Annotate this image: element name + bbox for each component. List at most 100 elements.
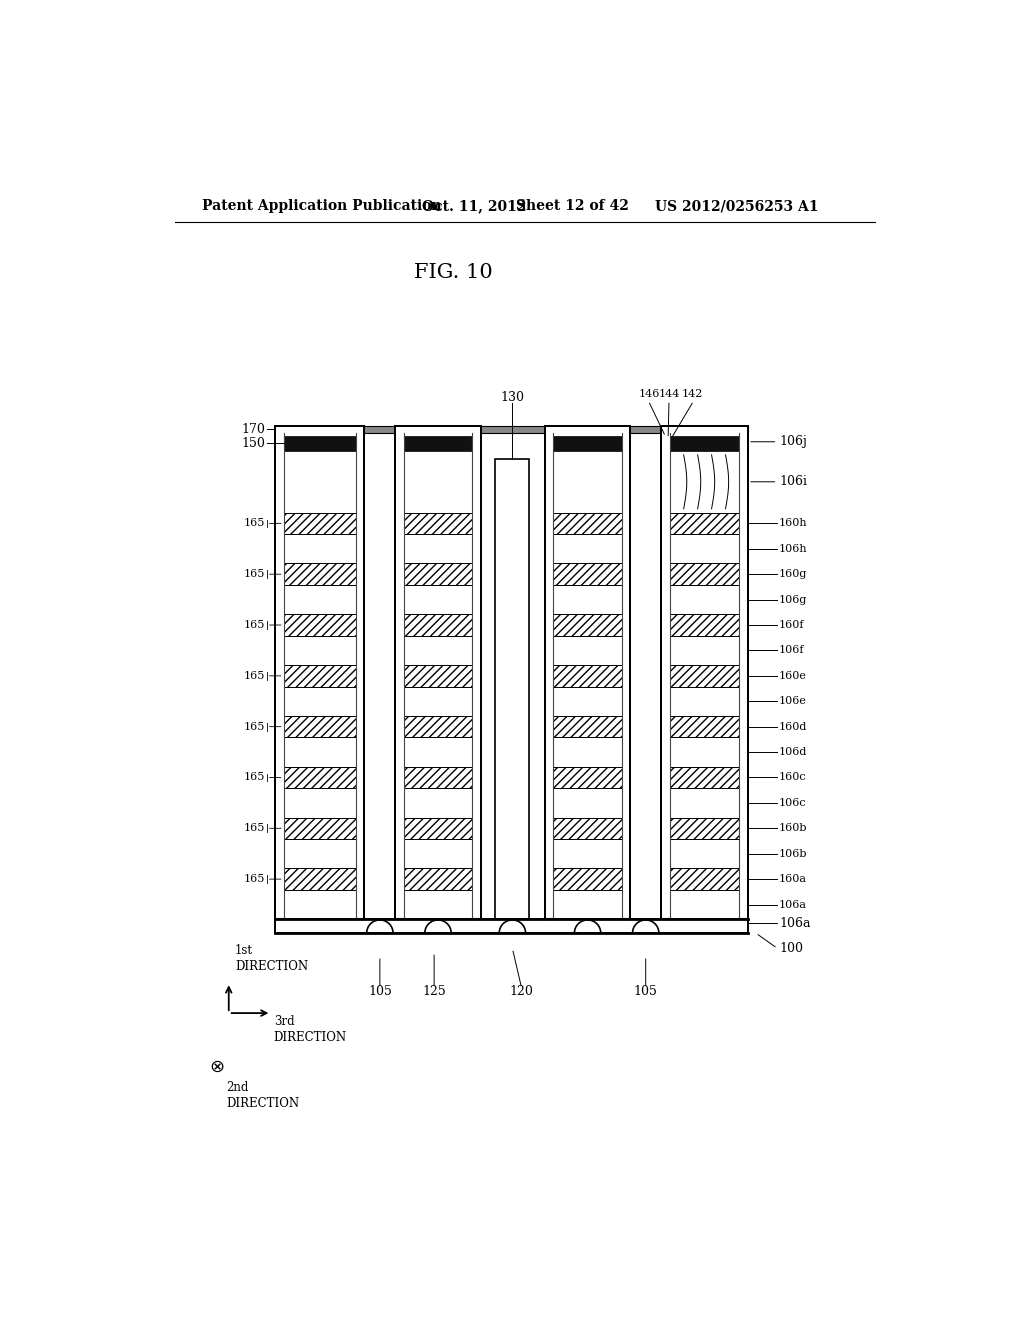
Bar (284, 767, 356, 788)
Text: 2nd
DIRECTION: 2nd DIRECTION (226, 1081, 300, 1110)
Bar (554, 840, 622, 869)
Bar (670, 512, 739, 535)
Text: 160c: 160c (779, 772, 807, 783)
Bar (670, 817, 739, 840)
Text: 160e: 160e (779, 671, 807, 681)
Text: FIG. 10: FIG. 10 (414, 263, 493, 282)
Text: 165: 165 (244, 722, 265, 731)
Text: 105: 105 (634, 985, 657, 998)
Bar (670, 840, 739, 869)
Text: $\otimes$: $\otimes$ (209, 1059, 225, 1076)
Bar (403, 840, 472, 869)
Bar (403, 715, 472, 738)
Bar (554, 686, 622, 715)
Bar (670, 686, 739, 715)
Bar (403, 451, 472, 512)
Text: 120: 120 (510, 985, 534, 998)
Bar (275, 426, 365, 919)
Bar (554, 535, 622, 564)
Text: 106d: 106d (779, 747, 807, 758)
Text: 165: 165 (244, 671, 265, 681)
Bar (403, 535, 472, 564)
Bar (403, 817, 472, 840)
Bar (670, 451, 739, 512)
Text: 146: 146 (639, 389, 660, 399)
Bar (554, 512, 622, 535)
Bar (403, 890, 472, 919)
Text: US 2012/0256253 A1: US 2012/0256253 A1 (655, 199, 818, 213)
Bar (284, 614, 356, 636)
Text: 106a: 106a (779, 899, 807, 909)
Bar (670, 433, 739, 436)
Text: 130: 130 (501, 391, 524, 404)
Bar (403, 585, 472, 614)
Bar (284, 715, 356, 738)
Bar (403, 869, 472, 890)
Bar (403, 788, 472, 817)
Bar (554, 817, 622, 840)
Text: 160d: 160d (779, 722, 807, 731)
Bar (554, 585, 622, 614)
Bar (284, 817, 356, 840)
Text: 106i: 106i (779, 475, 807, 488)
Bar (284, 869, 356, 890)
Text: Oct. 11, 2012: Oct. 11, 2012 (423, 199, 527, 213)
Bar (554, 636, 622, 665)
Bar (670, 436, 739, 451)
Bar (403, 564, 472, 585)
Text: 170: 170 (242, 422, 265, 436)
Text: 106c: 106c (779, 797, 807, 808)
Text: 142: 142 (682, 389, 702, 399)
Bar (284, 840, 356, 869)
Bar (545, 426, 630, 919)
Bar (670, 535, 739, 564)
Bar (284, 436, 356, 451)
Text: 106a: 106a (779, 916, 811, 929)
Bar (670, 665, 739, 686)
Bar (545, 426, 630, 919)
Text: 106g: 106g (779, 594, 807, 605)
Bar (395, 426, 480, 919)
Bar (284, 512, 356, 535)
Bar (403, 433, 472, 436)
Text: 125: 125 (422, 985, 446, 998)
Text: 106e: 106e (779, 696, 807, 706)
Bar (670, 890, 739, 919)
Bar (403, 614, 472, 636)
Bar (284, 535, 356, 564)
Bar (554, 890, 622, 919)
Bar (284, 738, 356, 767)
Text: 160g: 160g (779, 569, 807, 579)
Bar (670, 585, 739, 614)
Bar (403, 686, 472, 715)
Text: 106f: 106f (779, 645, 805, 656)
Text: 165: 165 (244, 874, 265, 884)
Bar (395, 426, 480, 919)
Text: 150: 150 (242, 437, 265, 450)
Bar (403, 636, 472, 665)
Bar (554, 436, 622, 451)
Bar (403, 512, 472, 535)
Text: 165: 165 (244, 620, 265, 630)
Bar (554, 614, 622, 636)
Text: Patent Application Publication: Patent Application Publication (202, 199, 441, 213)
Bar (554, 715, 622, 738)
Bar (670, 636, 739, 665)
Bar (403, 767, 472, 788)
Bar (403, 436, 472, 451)
Text: 165: 165 (244, 519, 265, 528)
Text: 106h: 106h (779, 544, 808, 554)
Bar (670, 715, 739, 738)
Bar (554, 767, 622, 788)
Bar (554, 788, 622, 817)
Bar (284, 636, 356, 665)
Bar (554, 665, 622, 686)
Text: 165: 165 (244, 772, 265, 783)
Bar (284, 564, 356, 585)
Bar (670, 788, 739, 817)
Bar (496, 459, 529, 919)
Bar (403, 665, 472, 686)
Bar (284, 686, 356, 715)
Text: 1st
DIRECTION: 1st DIRECTION (234, 944, 308, 973)
Bar (284, 433, 356, 436)
